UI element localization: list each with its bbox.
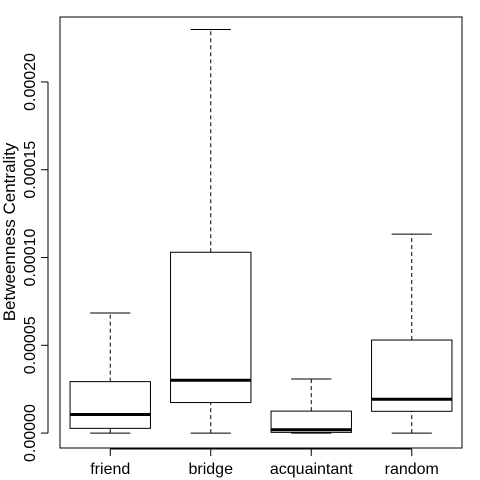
y-tick-label: 0.00020 — [22, 53, 39, 111]
iqr-box — [69, 381, 151, 429]
x-tick-label: friend — [90, 461, 130, 478]
iqr-box — [270, 410, 352, 433]
x-axis: friend bridge acquaintant random — [90, 448, 439, 478]
plot-frame — [59, 16, 463, 449]
y-axis-label: Betweenness Centrality — [0, 142, 19, 321]
y-tick-label: 0.00010 — [22, 229, 39, 287]
box-friend — [69, 312, 151, 434]
box-random — [371, 233, 453, 434]
y-axis: 0.00000 0.00005 0.00010 0.00015 0.00020 — [22, 53, 49, 462]
x-tick-label: bridge — [189, 461, 234, 478]
y-tick-label: 0.00000 — [22, 404, 39, 462]
box-bridge — [170, 28, 252, 434]
y-tick-label: 0.00015 — [22, 141, 39, 199]
y-tick-label: 0.00005 — [22, 316, 39, 374]
x-tick-label: random — [385, 461, 439, 478]
x-tick-label: acquaintant — [270, 461, 353, 478]
box-acquaintant — [270, 378, 352, 434]
iqr-box — [170, 251, 252, 404]
box-series — [69, 28, 453, 434]
